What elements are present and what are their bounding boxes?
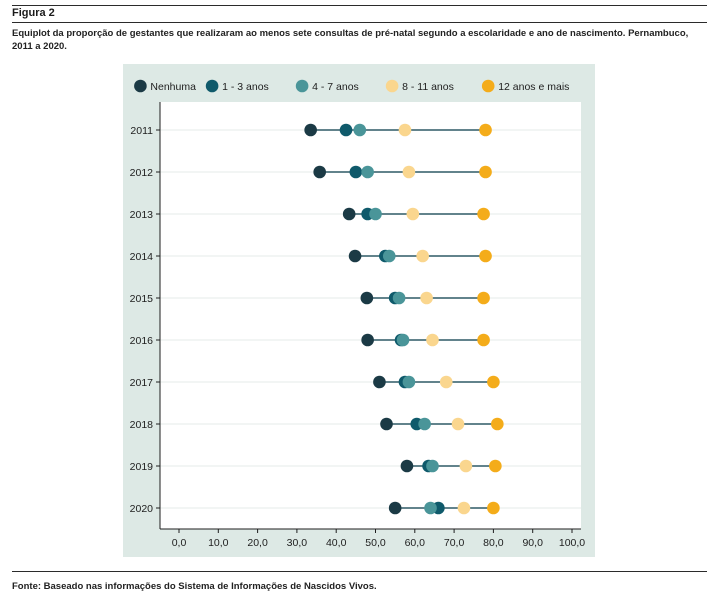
y-tick-label: 2015 [130, 293, 154, 305]
caption-rule [12, 22, 707, 23]
data-point [392, 291, 406, 305]
plot-area [160, 102, 581, 529]
data-point [420, 291, 433, 305]
data-point [487, 501, 500, 515]
legend-marker [205, 79, 219, 93]
data-point [396, 333, 410, 347]
legend: Nenhuma 1 - 3 anos 4 - 7 anos 8 - 11 anos 12… [134, 79, 569, 93]
data-point [360, 291, 374, 305]
legend-label: 12 anos e mais [498, 81, 569, 93]
data-point [459, 459, 473, 473]
data-point [439, 375, 453, 389]
data-point [313, 165, 326, 179]
data-point [380, 417, 393, 431]
data-point [479, 123, 492, 137]
data-point [342, 207, 356, 221]
data-point [416, 249, 429, 263]
data-point [353, 123, 367, 137]
data-point [400, 459, 414, 473]
data-point [477, 207, 490, 221]
source-note: Fonte: Baseado nas informações do Sistem… [12, 581, 377, 592]
data-point [477, 333, 490, 347]
data-point [479, 249, 492, 263]
y-tick-label: 2017 [130, 377, 154, 389]
figure-label: Figura 2 [12, 7, 55, 19]
legend-marker [295, 79, 309, 93]
data-point [418, 417, 431, 431]
legend-label: 1 - 3 anos [222, 81, 269, 93]
data-point [489, 459, 502, 473]
data-point [487, 375, 500, 389]
data-point [477, 291, 490, 305]
data-point [382, 249, 396, 263]
data-point [406, 207, 420, 221]
data-point [402, 375, 416, 389]
y-tick-label: 2012 [130, 167, 154, 179]
figure-caption: Equiplot da proporção de gestantes que r… [12, 28, 689, 52]
x-tick-label: 90,0 [522, 537, 543, 549]
data-marks [304, 123, 504, 515]
x-tick-label: 100,0 [559, 537, 585, 549]
data-point [402, 165, 416, 179]
data-point [491, 417, 504, 431]
y-tick-label: 2018 [130, 419, 154, 431]
x-tick-label: 80,0 [483, 537, 504, 549]
data-point [479, 165, 492, 179]
data-point [373, 375, 386, 389]
legend-marker [385, 79, 399, 93]
equiplot-chart: Nenhuma 1 - 3 anos 4 - 7 anos 8 - 11 anos 12… [130, 79, 585, 549]
x-tick-label: 60,0 [405, 537, 426, 549]
chart-panel: Nenhuma 1 - 3 anos 4 - 7 anos 8 - 11 anos 12… [123, 64, 595, 557]
x-tick-label: 50,0 [365, 537, 386, 549]
data-point [457, 501, 471, 515]
data-point [361, 333, 374, 347]
y-tick-label: 2014 [130, 251, 154, 263]
data-point [369, 207, 382, 221]
bottom-rule [12, 571, 707, 572]
legend-marker [134, 79, 147, 93]
axes: 2011 2012 2013 2014 2015 2016 2017 2018 2019 2020… [130, 102, 585, 549]
data-point [304, 123, 317, 137]
y-tick-label: 2013 [130, 209, 154, 221]
data-point [348, 249, 362, 263]
data-point [339, 123, 353, 137]
x-tick-label: 20,0 [247, 537, 268, 549]
y-tick-label: 2019 [130, 461, 154, 473]
data-point [426, 459, 439, 473]
x-tick-label: 10,0 [208, 537, 229, 549]
data-point [426, 333, 439, 347]
x-tick-label: 0,0 [172, 537, 187, 549]
data-point [388, 501, 402, 515]
x-tick-label: 30,0 [287, 537, 308, 549]
legend-label: Nenhuma [150, 81, 196, 93]
data-point [398, 123, 412, 137]
data-point [361, 165, 374, 179]
y-tick-label: 2020 [130, 503, 154, 515]
data-point [349, 165, 363, 179]
top-rule [12, 5, 707, 6]
y-tick-label: 2016 [130, 335, 154, 347]
legend-marker [481, 79, 495, 93]
y-tick-label: 2011 [130, 125, 153, 137]
data-point [424, 501, 437, 515]
x-tick-label: 70,0 [444, 537, 465, 549]
legend-label: 8 - 11 anos [402, 81, 454, 93]
data-point [451, 417, 465, 431]
x-tick-label: 40,0 [326, 537, 347, 549]
legend-label: 4 - 7 anos [312, 81, 359, 93]
